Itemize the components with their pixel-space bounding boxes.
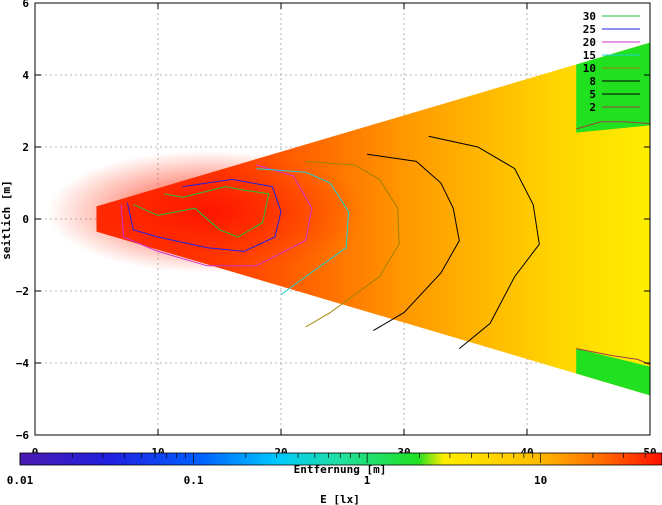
legend-label: 25	[583, 23, 596, 36]
colorbar-tick-label: 1	[364, 474, 371, 487]
legend-label: 10	[583, 62, 596, 75]
contour-line-30	[133, 186, 270, 238]
colorbar-tick-label: 10	[534, 474, 547, 487]
contour-line-15	[256, 168, 350, 296]
colorbar-ticks: 0.01 0.1 1 10	[7, 453, 662, 487]
contour-line-2	[576, 348, 650, 366]
hot-spot	[47, 150, 368, 273]
x-tick-label: 0	[32, 446, 39, 459]
y-tick-label: −6	[16, 429, 30, 442]
y-tick-label: −4	[16, 357, 30, 370]
contour-line-25	[126, 178, 282, 252]
legend-label: 2	[589, 101, 596, 114]
y-tick-label: −2	[16, 285, 29, 298]
low-light-area-top	[576, 42, 650, 133]
colorbar-label: E [lx]	[320, 493, 360, 505]
x-axis-label: Entfernung [m]	[294, 463, 387, 476]
y-tick-label: 0	[22, 213, 29, 226]
low-light-area-bottom	[576, 348, 650, 396]
contour-line-20	[120, 164, 313, 267]
y-axis-label: seitlich [m]	[0, 180, 13, 259]
legend-label: 15	[583, 49, 596, 62]
y-tick-label: 6	[22, 0, 29, 10]
illuminated-area	[96, 42, 650, 396]
legend-label: 20	[583, 36, 596, 49]
heatmap-region	[47, 42, 650, 396]
y-tick-label: 4	[22, 69, 29, 82]
x-axis: 0 10 20 30 40 50	[32, 3, 657, 459]
contour-line-8	[367, 153, 460, 332]
colorbar-tick-label: 0.1	[184, 474, 204, 487]
contour-line-10	[305, 160, 400, 328]
legend-label: 8	[589, 75, 596, 88]
contour-line-2	[576, 121, 650, 130]
legend-label: 30	[583, 10, 596, 23]
legend-label: 5	[589, 88, 596, 101]
contour-line-5	[428, 135, 540, 349]
contour-lines	[120, 121, 650, 366]
y-tick-label: 2	[22, 141, 29, 154]
colorbar-tick-label: 0.01	[7, 474, 34, 487]
